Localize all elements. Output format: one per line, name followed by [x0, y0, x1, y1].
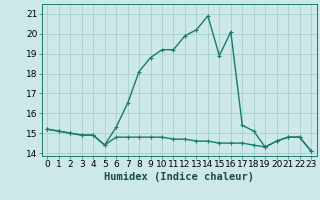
X-axis label: Humidex (Indice chaleur): Humidex (Indice chaleur) — [104, 172, 254, 182]
